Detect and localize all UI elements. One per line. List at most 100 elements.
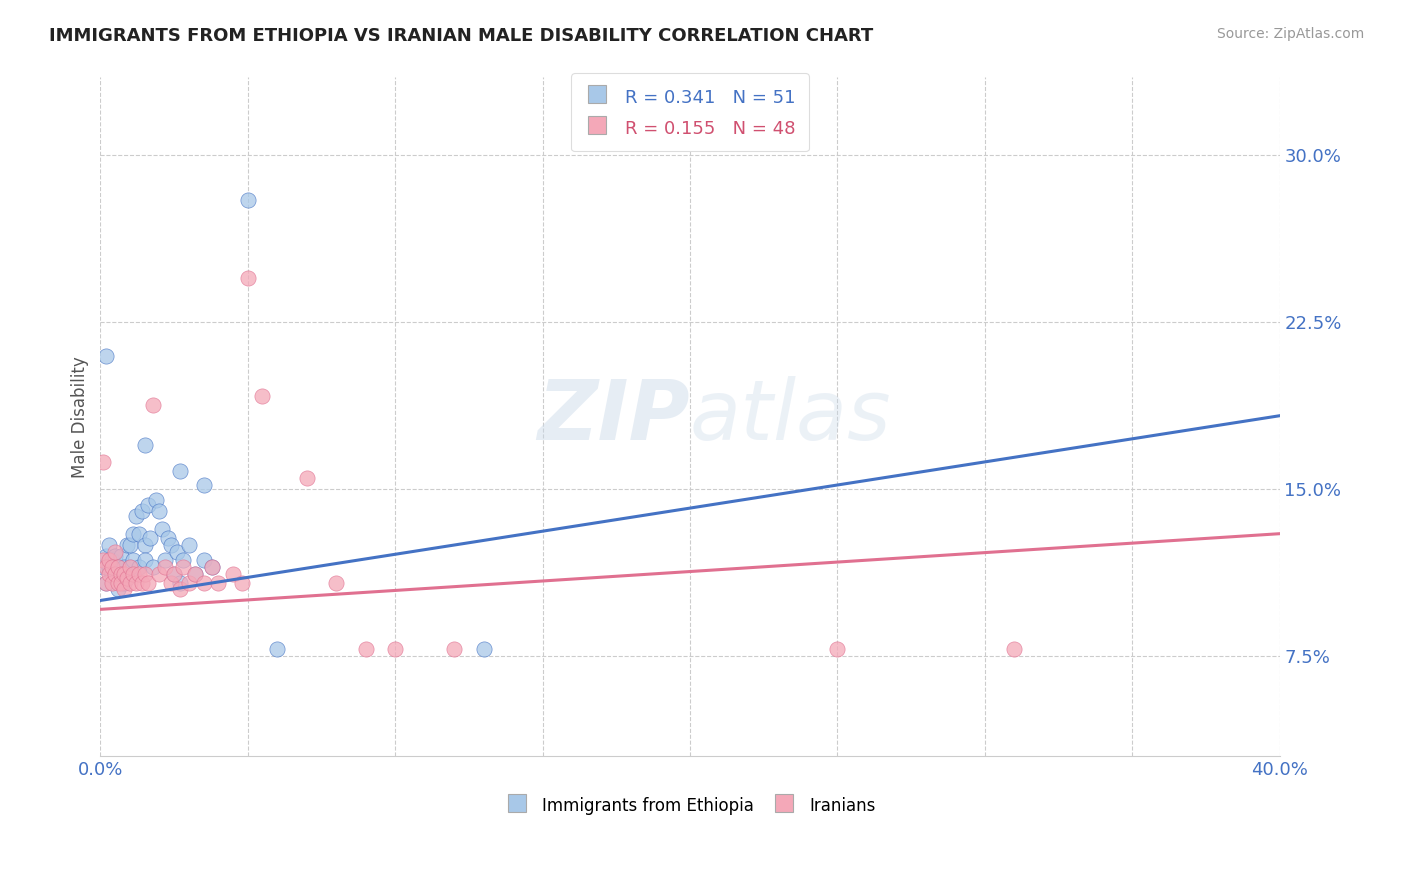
Point [128, 560, 150, 574]
Point [104, 571, 127, 585]
Point [172, 560, 194, 574]
Point [118, 538, 141, 552]
Point [107, 582, 129, 597]
Point [354, 642, 377, 657]
Point [169, 575, 191, 590]
Point [104, 544, 127, 558]
Point [193, 477, 215, 491]
Text: IMMIGRANTS FROM ETHIOPIA VS IRANIAN MALE DISABILITY CORRELATION CHART: IMMIGRANTS FROM ETHIOPIA VS IRANIAN MALE… [49, 27, 873, 45]
Point [118, 560, 141, 574]
Point [96, 549, 118, 563]
Point [160, 575, 183, 590]
Point [150, 522, 173, 536]
Point [98, 538, 121, 552]
Text: atlas: atlas [690, 376, 891, 458]
Point [827, 642, 849, 657]
Point [121, 526, 143, 541]
Point [252, 389, 274, 403]
Point [136, 498, 159, 512]
Point [96, 560, 118, 574]
Point [118, 560, 141, 574]
Point [131, 575, 153, 590]
Point [222, 566, 245, 581]
Y-axis label: Male Disability: Male Disability [72, 356, 89, 478]
Point [169, 464, 191, 478]
Point [115, 538, 138, 552]
Point [166, 544, 188, 558]
Point [134, 566, 156, 581]
Point [121, 553, 143, 567]
Point [207, 575, 229, 590]
Point [101, 560, 124, 574]
Point [177, 538, 200, 552]
Point [160, 538, 183, 552]
Point [163, 566, 186, 581]
Point [115, 571, 138, 585]
Point [136, 575, 159, 590]
Point [177, 575, 200, 590]
Point [98, 560, 121, 574]
Point [155, 553, 177, 567]
Point [112, 566, 135, 581]
Point [236, 193, 259, 207]
Point [155, 560, 177, 574]
Point [443, 642, 465, 657]
Point [128, 566, 150, 581]
Point [193, 575, 215, 590]
Point [107, 575, 129, 590]
Point [134, 538, 156, 552]
Point [172, 553, 194, 567]
Point [91, 560, 114, 574]
Point [139, 531, 162, 545]
Point [163, 566, 186, 581]
Point [325, 575, 347, 590]
Point [384, 642, 406, 657]
Point [112, 560, 135, 574]
Point [121, 566, 143, 581]
Point [201, 560, 224, 574]
Point [236, 270, 259, 285]
Point [201, 560, 224, 574]
Point [295, 471, 318, 485]
Point [115, 571, 138, 585]
Point [125, 575, 148, 590]
Text: ZIP: ZIP [537, 376, 690, 458]
Point [157, 531, 180, 545]
Point [104, 549, 127, 563]
Point [110, 575, 132, 590]
Point [98, 553, 121, 567]
Point [142, 398, 165, 412]
Point [266, 642, 288, 657]
Point [231, 575, 253, 590]
Legend: Immigrants from Ethiopia, Iranians: Immigrants from Ethiopia, Iranians [498, 789, 883, 822]
Point [91, 553, 114, 567]
Point [91, 455, 114, 469]
Point [145, 493, 167, 508]
Point [101, 553, 124, 567]
Point [134, 553, 156, 567]
Point [110, 566, 132, 581]
Point [472, 642, 495, 657]
Point [107, 560, 129, 574]
Point [169, 582, 191, 597]
Point [118, 575, 141, 590]
Point [134, 438, 156, 452]
Point [98, 566, 121, 581]
Point [112, 582, 135, 597]
Point [183, 566, 205, 581]
Text: Source: ZipAtlas.com: Source: ZipAtlas.com [1216, 27, 1364, 41]
Point [125, 508, 148, 523]
Point [183, 566, 205, 581]
Point [112, 575, 135, 590]
Point [104, 566, 127, 581]
Point [110, 566, 132, 581]
Point [96, 575, 118, 590]
Point [193, 553, 215, 567]
Point [131, 504, 153, 518]
Point [110, 549, 132, 563]
Point [101, 575, 124, 590]
Point [142, 560, 165, 574]
Point [148, 504, 170, 518]
Point [148, 566, 170, 581]
Point [96, 349, 118, 363]
